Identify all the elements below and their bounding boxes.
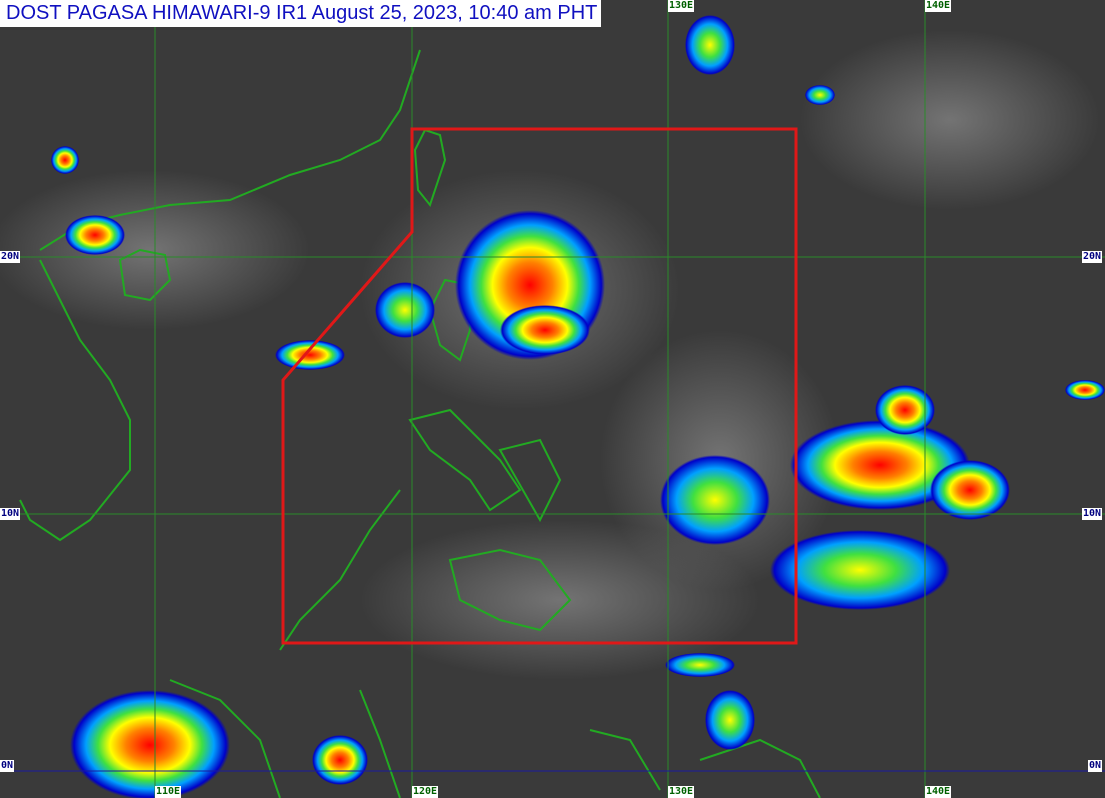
lat-label-20n-left: 20N xyxy=(0,251,21,263)
lon-label-140e-bottom: 140E xyxy=(925,786,952,798)
lat-label-10n-left: 10N xyxy=(0,508,21,520)
lon-label-130e-bottom: 130E xyxy=(668,786,695,798)
lat-label-0n-right: 0N xyxy=(1087,760,1102,772)
lat-label-20n-right: 20N xyxy=(1081,251,1102,263)
lon-label-130e-top: 130E xyxy=(668,0,695,12)
lon-label-110e-bottom: 110E xyxy=(155,786,182,798)
lat-label-10n-right: 10N xyxy=(1081,508,1102,520)
image-title: DOST PAGASA HIMAWARI-9 IR1 August 25, 20… xyxy=(0,0,602,27)
par-boundary xyxy=(281,127,798,645)
lon-label-140e-top: 140E xyxy=(925,0,952,12)
lat-label-0n-left: 0N xyxy=(0,760,15,772)
lon-label-120e-bottom: 120E xyxy=(412,786,439,798)
